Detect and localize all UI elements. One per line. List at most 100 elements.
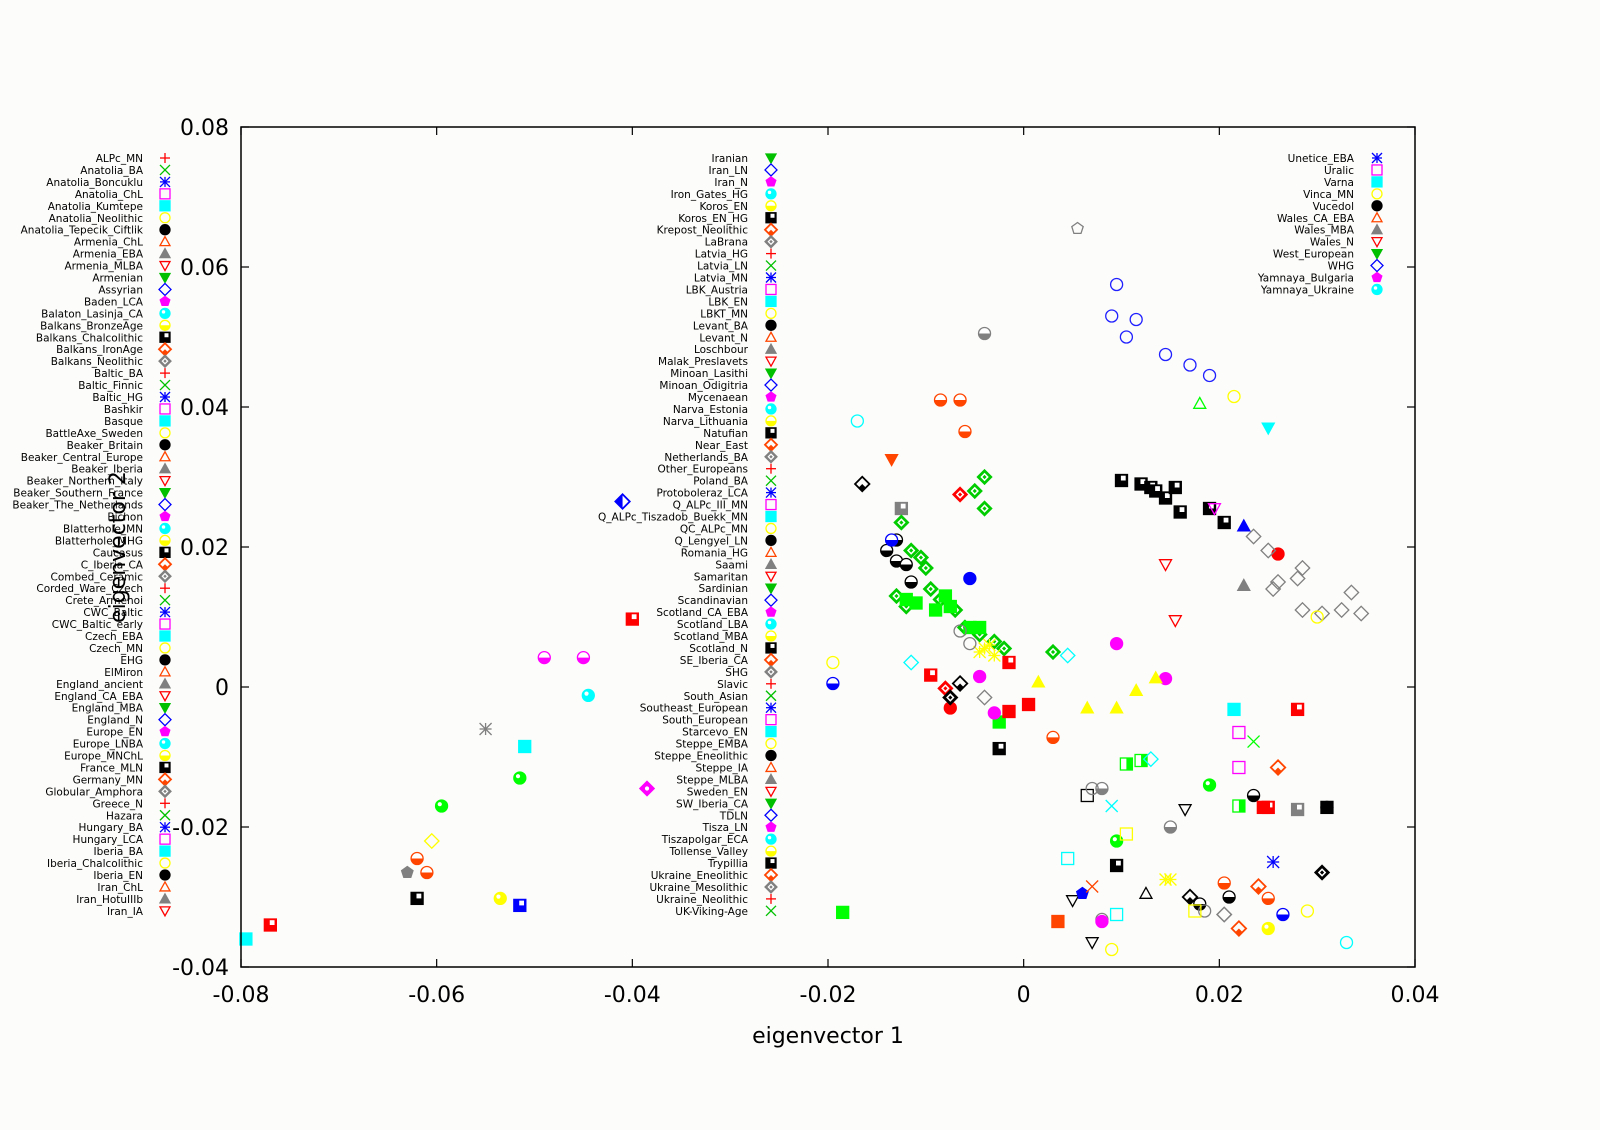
legend-entry: Levant_BA (693, 319, 777, 332)
legend-marker (160, 368, 170, 379)
data-point (853, 475, 871, 493)
legend-label: Protoboleraz_LCA (656, 488, 748, 500)
data-point (1294, 601, 1311, 619)
legend-entry: UK-Viking-Age (675, 905, 777, 918)
series-unetice-eba (880, 533, 1236, 911)
data-point (410, 891, 424, 906)
legend-entry: SW_Iberia_CA (676, 798, 778, 810)
legend-entry: WHG (1328, 258, 1384, 273)
series-south-asian (826, 533, 1290, 922)
data-point (1142, 750, 1159, 768)
series-whg (410, 473, 1334, 906)
legend-marker (159, 379, 171, 391)
legend-label: LBKT_MN (700, 308, 748, 320)
legend-marker (158, 354, 172, 369)
data-point (423, 832, 440, 850)
legend-label: Beaker_Iberia (71, 464, 143, 476)
data-point (884, 533, 899, 547)
legend-label: Baltic_Finnic (78, 380, 143, 392)
legend-marker (157, 772, 173, 787)
legend-marker (765, 702, 777, 714)
legend-marker (160, 798, 170, 809)
legend-marker (158, 260, 172, 272)
legend-marker (1371, 164, 1383, 176)
legend-label: Baden_LCA (84, 296, 144, 308)
data-point (1232, 760, 1246, 775)
legend-marker (764, 808, 778, 823)
legend-marker (766, 248, 776, 259)
data-point (982, 638, 996, 652)
legend-marker (764, 571, 778, 583)
series-red-squares (924, 655, 1016, 682)
legend-label: England_MBA (72, 703, 144, 715)
legend-marker (765, 606, 777, 617)
data-point (1046, 730, 1060, 745)
legend-entry: Vinca_MN (1303, 188, 1383, 201)
legend-label: Q_ALPc_III_MN (673, 500, 748, 512)
legend-layer: ALPc_MNAnatolia_BAAnatolia_BoncukluAnato… (12, 152, 1384, 918)
legend-entry: Wales_N (1310, 237, 1384, 249)
data-point (1320, 800, 1334, 815)
legend-entry: Q_ALPc_III_MN (673, 498, 777, 512)
legend-label: Unetice_EBA (1288, 153, 1355, 165)
plot-frame (240, 126, 1416, 968)
data-point (922, 580, 939, 598)
legend-entry: Iran_N (714, 176, 777, 189)
legend-marker (765, 319, 777, 331)
legend-marker (160, 153, 170, 163)
legend-label: Corded_Ware_Czech (36, 583, 143, 595)
legend-marker (159, 439, 171, 451)
legend-marker (763, 437, 779, 453)
legend-entry: CWC_Baltic (83, 606, 171, 619)
legend-entry: Scandinavian (678, 593, 778, 607)
legend-entry: Baltic_BA (94, 368, 170, 380)
legend-label: Narva_Estonia (673, 404, 748, 416)
data-point (1269, 759, 1287, 776)
data-point (884, 454, 899, 467)
legend-entry: Baltic_Finnic (78, 379, 171, 392)
legend-entry: Beaker_Southern_France (13, 488, 172, 500)
data-point (420, 865, 434, 880)
legend-label: Anatolia_Tepecik_Ciftlik (21, 225, 144, 237)
legend-marker (765, 821, 777, 832)
series-anatolia-tepecik-ciftlik (1320, 800, 1334, 815)
legend-label: Beaker_Britain (67, 440, 143, 452)
legend-label: EHG (120, 655, 143, 667)
legend-marker (158, 712, 172, 727)
legend-entry: Koros_EN (699, 200, 777, 213)
data-point (1193, 897, 1207, 911)
legend-marker (1371, 176, 1383, 188)
data-point (903, 542, 920, 559)
legend-entry: LaBrana (705, 234, 778, 249)
data-point (1002, 655, 1016, 670)
legend-label: Beaker_Central_Europe (21, 452, 143, 464)
legend-entry: Other_Europeans (657, 463, 776, 476)
legend-marker (764, 368, 778, 380)
data-point (1173, 505, 1187, 519)
legend-marker (159, 427, 171, 439)
legend-label: Iranian (711, 153, 748, 165)
legend-label: Koros_EN_HG (678, 213, 748, 225)
legend-entry: Malak_Preslavets (658, 356, 778, 368)
legend-label: Sardinian (699, 583, 748, 595)
series-baltic-finnic (1246, 788, 1261, 803)
legend-label: ElMiron (104, 667, 143, 679)
data-point (966, 482, 983, 500)
series-anatolia-kumtepe (239, 702, 1241, 946)
legend-label: Blatterhole_MN (63, 523, 143, 535)
legend-entry: Natufian (703, 427, 777, 440)
legend-label: Yamnaya_Ukraine (1260, 284, 1354, 296)
legend-entry: Uralic (1324, 164, 1383, 177)
legend-label: Anatolia_Boncuklu (46, 177, 143, 189)
series-iberia-ba (1080, 788, 1094, 803)
legend-entry: Corded_Ware_Czech (36, 583, 170, 595)
legend-column-3: Unetice_EBAUralicVarnaVinca_MNVucedolWal… (1257, 152, 1384, 296)
legend-marker (764, 153, 778, 165)
data-point (1294, 559, 1311, 577)
legend-marker (159, 534, 171, 547)
data-point (1188, 904, 1202, 918)
series-czech-mn (1230, 759, 1287, 937)
series-wales-n (1061, 851, 1124, 922)
legend-entry: England_MBA (72, 703, 172, 715)
